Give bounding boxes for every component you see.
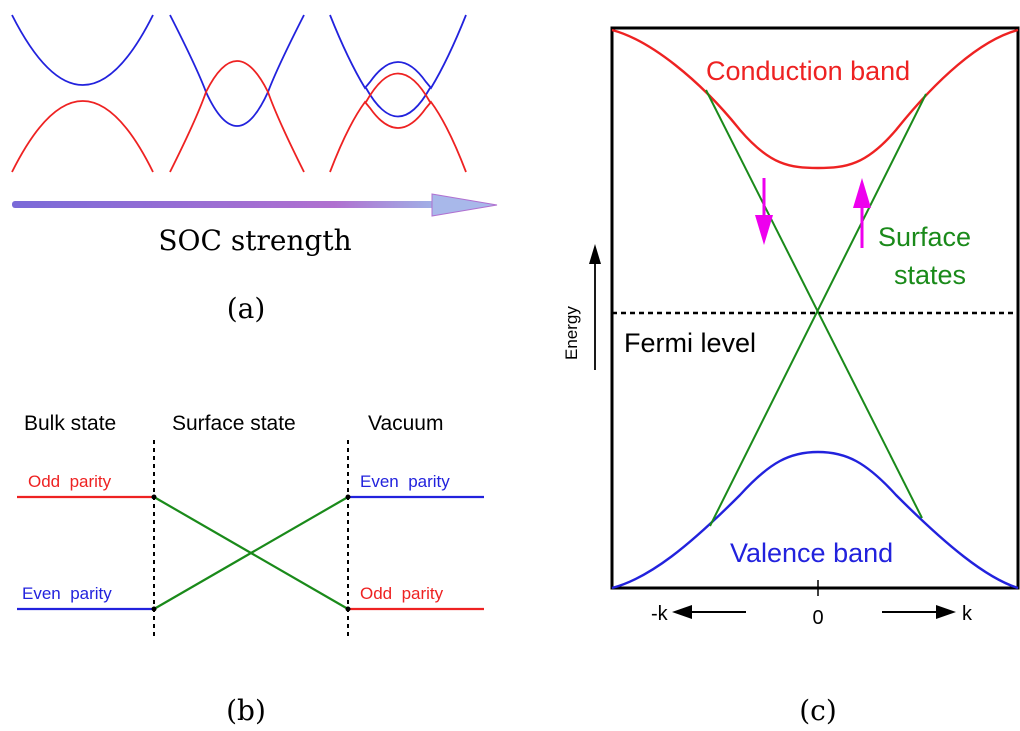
surface-cross-line-2 — [153, 496, 349, 610]
surface-states-label-line1: Surface — [878, 222, 971, 252]
caption-c: (c) — [799, 694, 837, 727]
a3-red-band — [329, 100, 467, 173]
soc-strength-label: SOC strength — [158, 224, 351, 257]
spin-up-arrow-icon — [853, 178, 871, 248]
node-right-top — [345, 494, 351, 500]
k-negative-label: -k — [651, 603, 669, 625]
header-surface-state: Surface state — [172, 412, 296, 435]
a1-blue-band — [11, 14, 154, 86]
surface-state-line-1 — [705, 89, 923, 519]
surface-states-label-line2: states — [894, 260, 966, 290]
k-zero-label: 0 — [812, 607, 823, 629]
energy-axis-label: Energy — [562, 306, 581, 360]
conduction-band-curve — [611, 28, 1019, 170]
spin-down-arrow-icon — [755, 178, 773, 245]
caption-b: (b) — [226, 694, 266, 727]
node-left-bottom — [151, 606, 157, 612]
fermi-level-label: Fermi level — [624, 328, 756, 358]
surface-state-line-2 — [709, 93, 927, 527]
band-diagram-frame — [610, 26, 1020, 590]
left-odd-parity-label: Odd parity — [28, 472, 112, 491]
node-left-top — [151, 494, 157, 500]
valence-band-curve — [611, 450, 1019, 590]
k-left-arrow-icon — [672, 605, 746, 619]
a3-blue-band — [329, 14, 467, 90]
a3-blue-gap-top — [365, 87, 431, 118]
soc-arrow — [12, 193, 498, 217]
a3-red-gap-top — [365, 72, 431, 103]
panel-a: SOC strength (a) — [11, 14, 498, 325]
conduction-band-label: Conduction band — [706, 56, 910, 86]
header-bulk-state: Bulk state — [24, 412, 116, 435]
energy-axis-arrow-icon — [589, 244, 601, 370]
a2-blue-band — [169, 14, 305, 127]
header-vacuum: Vacuum — [368, 412, 443, 435]
valence-band-label: Valence band — [730, 538, 893, 568]
node-right-bottom — [345, 606, 351, 612]
panel-b: Bulk state Surface state Vacuum Odd pari… — [17, 412, 484, 727]
left-even-parity-label: Even parity — [22, 584, 112, 603]
caption-a: (a) — [227, 292, 266, 325]
right-even-parity-label: Even parity — [360, 472, 450, 491]
panel-c: Conduction band Valence band Surface sta… — [562, 26, 1020, 727]
k-right-arrow-icon — [882, 605, 956, 619]
a2-red-band — [169, 60, 305, 173]
k-positive-label: k — [962, 603, 973, 625]
a1-red-band — [11, 100, 154, 173]
right-odd-parity-label: Odd parity — [360, 584, 444, 603]
